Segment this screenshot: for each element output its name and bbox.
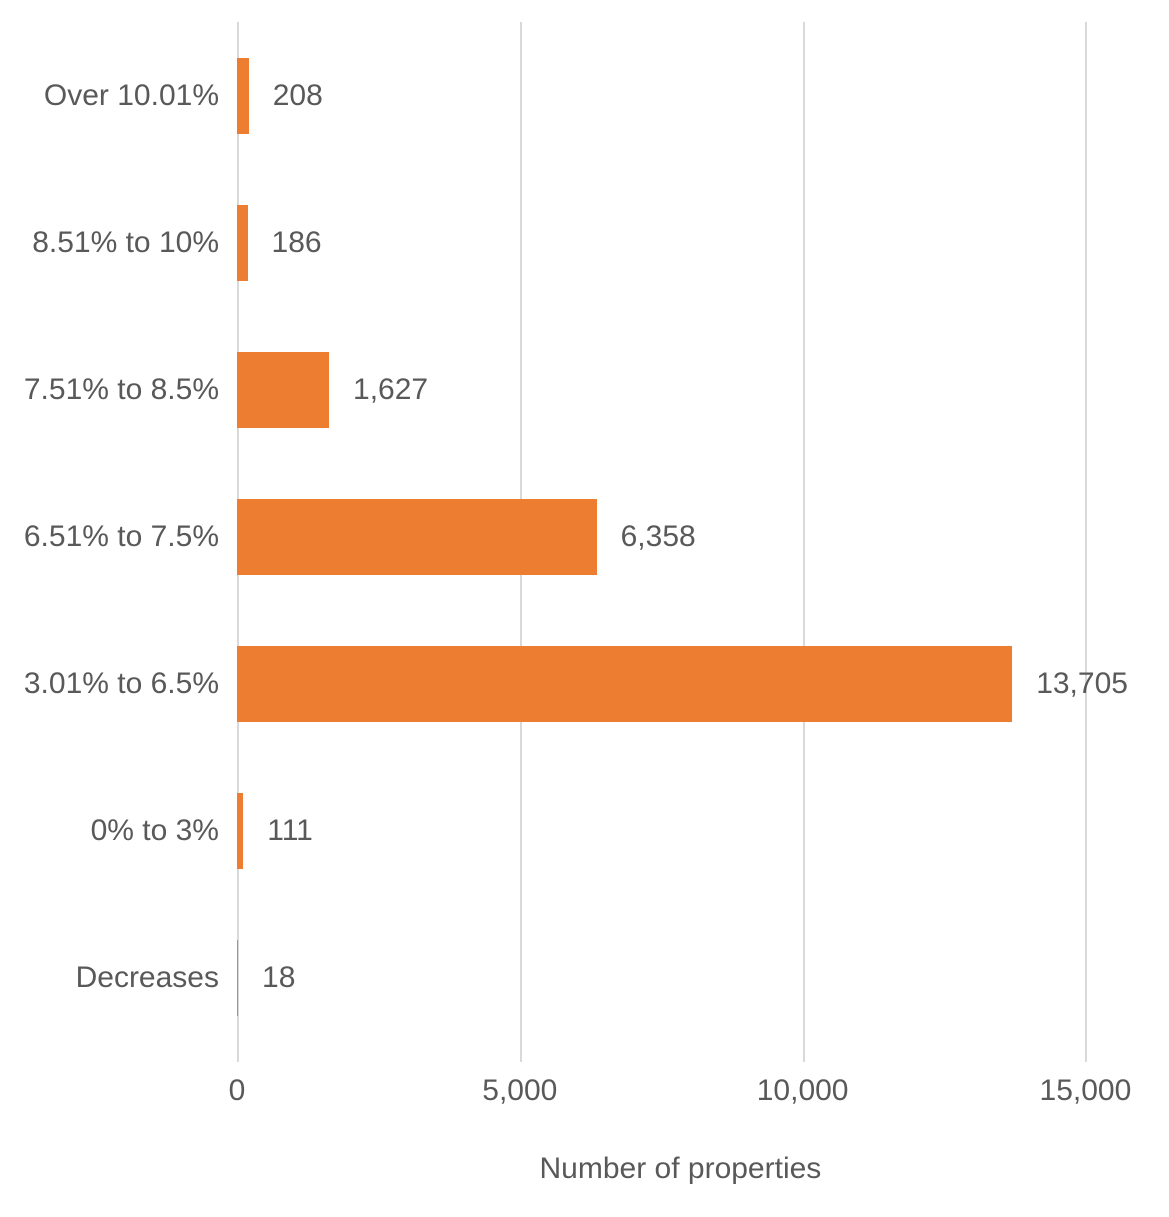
x-tick-label: 0 xyxy=(157,1074,317,1108)
category-label: 7.51% to 8.5% xyxy=(24,316,219,463)
bar-value-label: 6,358 xyxy=(621,463,696,610)
bar-value-label: 18 xyxy=(262,904,295,1051)
properties-bar-chart: Number of properties 0 5,000 10,000 15,000 2… xyxy=(0,0,1169,1217)
x-tick-label: 10,000 xyxy=(723,1074,883,1108)
category-label: 6.51% to 7.5% xyxy=(24,463,219,610)
bar xyxy=(237,352,329,428)
x-tick-mark xyxy=(237,1052,239,1062)
bar xyxy=(237,940,238,1016)
gridline xyxy=(803,22,805,1052)
x-axis-title: Number of properties xyxy=(540,1152,822,1186)
bar xyxy=(237,499,597,575)
x-tick-mark xyxy=(520,1052,522,1062)
category-label: Over 10.01% xyxy=(44,22,219,169)
x-tick-mark xyxy=(803,1052,805,1062)
bar xyxy=(237,793,243,869)
x-tick-label: 15,000 xyxy=(1005,1074,1165,1108)
x-tick-label: 5,000 xyxy=(440,1074,600,1108)
bar-value-label: 1,627 xyxy=(353,316,428,463)
bar xyxy=(237,205,248,281)
category-label: 0% to 3% xyxy=(91,757,219,904)
bar xyxy=(237,646,1012,722)
category-label: 3.01% to 6.5% xyxy=(24,610,219,757)
bar-value-label: 13,705 xyxy=(1036,610,1128,757)
bar-value-label: 208 xyxy=(273,22,323,169)
bar xyxy=(237,58,249,134)
x-tick-mark xyxy=(1085,1052,1087,1062)
bar-value-label: 111 xyxy=(267,757,313,904)
gridline xyxy=(1085,22,1087,1052)
bar-value-label: 186 xyxy=(272,169,322,316)
category-label: 8.51% to 10% xyxy=(32,169,219,316)
category-label: Decreases xyxy=(76,904,219,1051)
